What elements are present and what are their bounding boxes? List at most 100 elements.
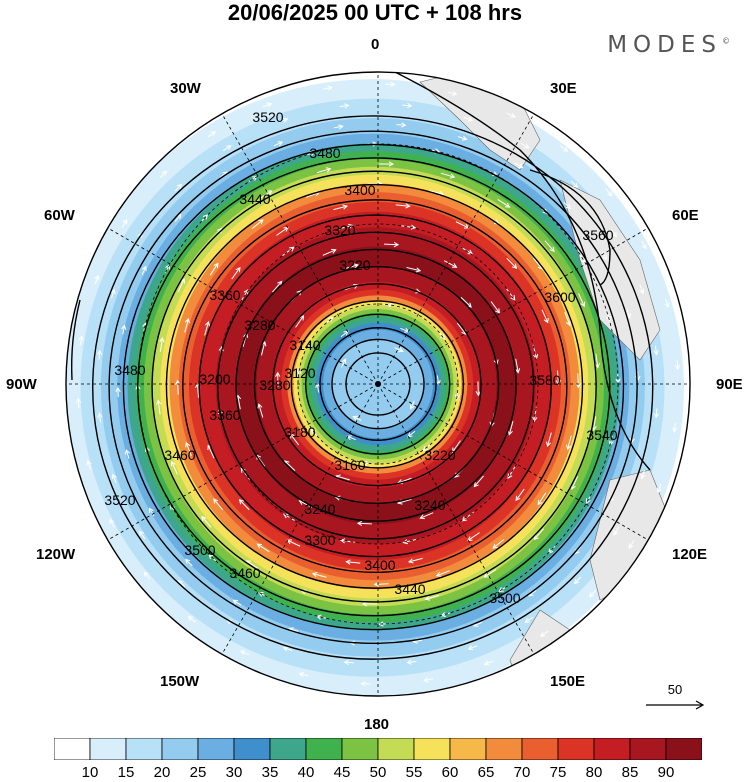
colorbar-swatch bbox=[521, 738, 559, 760]
wind-vector bbox=[672, 422, 678, 433]
colorbar-swatch bbox=[197, 738, 235, 760]
meridian bbox=[107, 383, 379, 541]
wind-vector bbox=[563, 201, 571, 210]
wind-vector bbox=[97, 412, 103, 423]
wind-vector bbox=[394, 347, 404, 353]
colorbar-tick-label: 45 bbox=[333, 764, 351, 781]
wind-vector bbox=[463, 116, 474, 122]
wind-vector bbox=[490, 301, 501, 314]
wind-vector bbox=[408, 557, 423, 564]
wind-vector bbox=[282, 246, 295, 257]
wind-vector bbox=[520, 142, 530, 149]
height-contour bbox=[198, 214, 552, 558]
contour-label: 3600 bbox=[544, 289, 575, 305]
wind-vector bbox=[594, 353, 600, 369]
contour-label: 3360 bbox=[209, 407, 240, 423]
wind-vector bbox=[613, 526, 620, 536]
colorbar-swatch bbox=[629, 738, 667, 760]
colorbar-tick-label: 60 bbox=[441, 764, 459, 781]
wind-vector bbox=[141, 265, 147, 275]
reference-vector-label: 50 bbox=[667, 682, 683, 697]
wind-vector bbox=[346, 435, 356, 441]
wind-vector bbox=[170, 460, 178, 475]
wind-vector bbox=[475, 381, 481, 397]
contour-label: 3540 bbox=[586, 427, 617, 443]
wind-vector bbox=[570, 180, 579, 189]
wind-vector bbox=[473, 475, 484, 488]
wind-vector bbox=[440, 172, 456, 179]
wind-vector bbox=[75, 397, 82, 408]
wind-vector bbox=[628, 540, 635, 550]
colorbar-swatch bbox=[269, 738, 307, 760]
contour-label: 3560 bbox=[582, 227, 613, 243]
wind-vector bbox=[564, 312, 571, 327]
wind-vector bbox=[506, 257, 518, 269]
wind-vector bbox=[352, 415, 362, 421]
colorbar-swatch bbox=[377, 738, 415, 760]
wind-vector bbox=[507, 420, 514, 436]
wind-vector bbox=[295, 314, 305, 328]
contour-label: 3400 bbox=[344, 182, 375, 198]
contour-label: 3220 bbox=[424, 447, 455, 463]
wind-vector bbox=[110, 288, 116, 299]
lon-label-60e: 60E bbox=[672, 207, 699, 224]
contour-label: 3480 bbox=[309, 145, 340, 161]
wind-vector bbox=[514, 358, 521, 374]
wind-vector bbox=[344, 263, 359, 270]
wind-vector bbox=[174, 183, 183, 192]
colorbar-tick-label: 40 bbox=[297, 764, 315, 781]
map-title: 20/06/2025 00 UTC + 108 hrs bbox=[227, 0, 523, 25]
map-disk bbox=[66, 72, 690, 696]
contour-label: 3460 bbox=[164, 447, 195, 463]
height-contour bbox=[235, 248, 517, 522]
wind-vector bbox=[96, 349, 103, 360]
wind-vector bbox=[443, 260, 458, 268]
lon-label-60w: 60W bbox=[44, 207, 75, 224]
wind-vector bbox=[282, 646, 293, 652]
wind-vector bbox=[311, 572, 327, 578]
wind-vector bbox=[610, 228, 617, 238]
contour-label: 3280 bbox=[259, 377, 290, 393]
wind-vector bbox=[395, 203, 411, 209]
wind-vector bbox=[401, 224, 417, 230]
colorbar-tick-label: 30 bbox=[225, 764, 243, 781]
wind-vector bbox=[251, 219, 264, 230]
contour-label: 3280 bbox=[244, 317, 275, 333]
wind-vector bbox=[139, 530, 146, 540]
lon-label-30w: 30W bbox=[170, 80, 201, 97]
wind-vector bbox=[356, 520, 372, 527]
colorbar-tick-label: 75 bbox=[549, 764, 567, 781]
contour-label: 3200 bbox=[199, 371, 230, 387]
wind-vector bbox=[396, 122, 407, 128]
wind-vector bbox=[298, 672, 309, 678]
wind-vector bbox=[539, 630, 549, 637]
contour-label: 3480 bbox=[114, 362, 145, 378]
contour-label: 3160 bbox=[334, 457, 365, 473]
colorbar-tick-label: 20 bbox=[153, 764, 171, 781]
wind-vector bbox=[588, 589, 597, 598]
colorbar-swatch bbox=[161, 738, 199, 760]
wind-vector bbox=[204, 320, 210, 336]
wind-vector bbox=[674, 360, 681, 371]
contour-label: 3500 bbox=[489, 590, 520, 606]
contour-labels: 3520 3480 3440 3400 3360 3320 3280 3240 3220 3200… bbox=[104, 109, 617, 606]
wind-vector bbox=[315, 382, 321, 393]
wind-vector bbox=[256, 543, 270, 553]
contour-label: 3520 bbox=[104, 492, 135, 508]
reference-vector-arrow bbox=[646, 700, 705, 710]
wind-vector bbox=[213, 498, 224, 511]
wind-vector bbox=[333, 204, 348, 211]
wind-vector bbox=[316, 167, 332, 174]
lon-label-180: 180 bbox=[364, 716, 390, 733]
brand-logo: MODES© bbox=[607, 32, 730, 58]
colorbar-swatch bbox=[665, 738, 702, 760]
wind-vector bbox=[566, 435, 572, 451]
height-contour bbox=[122, 143, 625, 631]
wind-vector bbox=[185, 441, 192, 456]
wind-vector bbox=[341, 358, 347, 368]
lon-label-150e: 150E bbox=[550, 673, 586, 690]
wind-vector bbox=[78, 335, 84, 346]
wind-vector bbox=[407, 430, 416, 438]
contour-label: 3460 bbox=[229, 565, 260, 581]
wind-vector bbox=[641, 240, 647, 250]
